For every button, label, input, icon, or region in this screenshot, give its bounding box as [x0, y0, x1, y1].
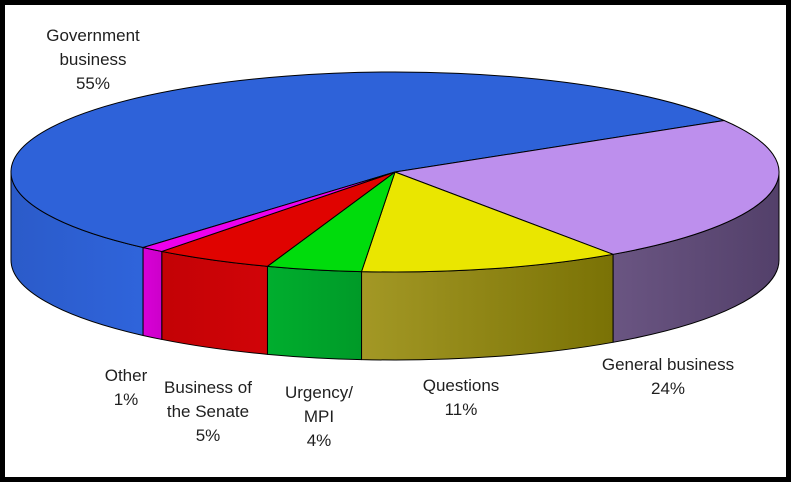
label-line: 55% [75, 74, 111, 93]
label-line: 4% [306, 431, 332, 450]
label-questions: Questions 11% [423, 374, 500, 422]
label-line: 24% [650, 379, 686, 398]
slice-questions-top[interactable] [361, 171, 614, 273]
label-line: the Senate [166, 402, 250, 421]
label-line: Urgency/ [284, 383, 354, 402]
label-line: Other [104, 366, 148, 385]
slice-general-business-top[interactable] [394, 120, 780, 255]
slice-business-of-the-senate-side[interactable] [161, 250, 268, 355]
label-general-business: General business 24% [602, 353, 734, 401]
label-line: business [59, 50, 127, 69]
label-line: Questions [422, 376, 500, 395]
label-other: Other 1% [105, 364, 148, 412]
label-line: 11% [444, 400, 478, 419]
label-line: Government [46, 26, 140, 45]
label-urgency-mpi: Urgency/MPI 4% [285, 381, 353, 453]
label-line: Business of [164, 378, 252, 397]
label-line: General business [601, 355, 735, 374]
slice-other-side[interactable] [142, 246, 163, 340]
label-line: MPI [303, 407, 335, 426]
slice-government-business-top[interactable] [10, 71, 725, 248]
slice-urgency-mpi-side[interactable] [266, 265, 363, 361]
label-line: 5% [195, 426, 221, 445]
label-government-business: Government business 55% [46, 24, 140, 96]
slice-other-top[interactable] [142, 171, 396, 252]
label-business-of-the-senate: Business of the Senate 5% [164, 376, 252, 448]
label-line: 1% [113, 390, 139, 409]
